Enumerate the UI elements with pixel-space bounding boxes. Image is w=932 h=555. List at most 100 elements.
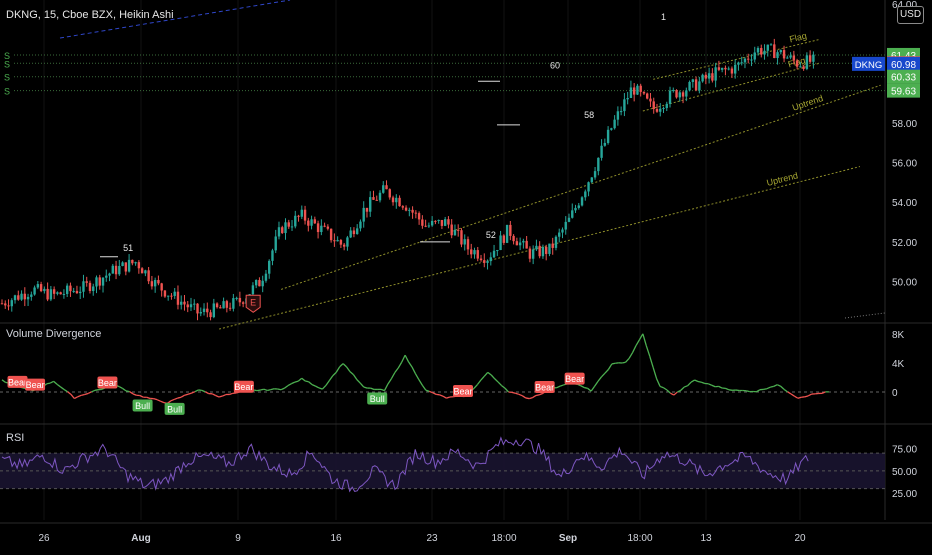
candle-body — [776, 52, 778, 58]
bear-signal-label: Bear — [453, 387, 472, 397]
candle-body — [659, 109, 661, 112]
bear-signal-label: Bear — [234, 382, 253, 392]
date-axis-tick: 9 — [235, 533, 241, 544]
candle-body — [314, 219, 316, 223]
volume-divergence-line — [708, 384, 711, 385]
candle-body — [532, 249, 534, 258]
candle-body — [30, 294, 32, 296]
candle-body — [209, 312, 211, 317]
candle-body — [454, 230, 456, 235]
bear-signal-label: Bear — [565, 374, 584, 384]
grid-layer — [0, 0, 932, 520]
candle-body — [741, 62, 743, 63]
candle-body — [672, 90, 674, 91]
candle-body — [59, 292, 61, 294]
candle-body — [261, 281, 263, 287]
candle-body — [418, 213, 420, 219]
volume-divergence-line — [515, 393, 518, 394]
candle-body — [679, 92, 681, 97]
candle-body — [275, 236, 277, 250]
volume-divergence-line — [322, 385, 325, 389]
candle-body — [307, 221, 309, 226]
candle-body — [542, 247, 544, 256]
candle-body — [102, 278, 104, 286]
candle-body — [470, 249, 472, 254]
volume-divergence-line — [657, 379, 660, 387]
volume-divergence-line — [598, 377, 601, 381]
volume-divergence-line — [684, 386, 687, 387]
candle-body — [424, 226, 426, 227]
candle-body — [183, 302, 185, 305]
candle-body — [278, 227, 280, 236]
candle-body — [431, 221, 433, 226]
volume-divergence-line — [85, 393, 88, 394]
candle-body — [37, 284, 39, 287]
candle-body — [457, 230, 459, 231]
candle-body — [33, 287, 35, 294]
candle-body — [379, 193, 381, 201]
candle-body — [600, 146, 602, 158]
volume-divergence-line — [498, 382, 501, 386]
candle-body — [398, 198, 400, 206]
candle-body — [359, 222, 361, 229]
candle-body — [131, 260, 133, 263]
candle-body — [50, 289, 52, 299]
volume-divergence-line — [54, 381, 57, 384]
candle-body — [675, 90, 677, 97]
candle-body — [711, 73, 713, 80]
candle-body — [340, 240, 342, 245]
volume-divergence-line — [595, 381, 598, 386]
volume-divergence-line — [626, 358, 629, 362]
candle-body — [757, 48, 759, 52]
volume-divergence-line — [409, 362, 412, 367]
candle-body — [548, 244, 550, 254]
volume-divergence-line — [405, 355, 408, 362]
candle-body — [187, 304, 189, 307]
candle-body — [477, 250, 479, 258]
candle-body — [382, 185, 384, 193]
candle-body — [349, 231, 351, 238]
candle-body — [701, 75, 703, 82]
volume-divergence-line — [650, 356, 653, 367]
volume-divergence-line — [763, 389, 766, 390]
support-level-label: S — [4, 59, 10, 69]
candle-body — [108, 274, 110, 276]
candle-body — [571, 210, 573, 217]
volume-divergence-line — [608, 364, 611, 370]
candle-body — [82, 281, 84, 292]
price-axis-tick: 56.00 — [892, 159, 917, 170]
candle-body — [310, 219, 312, 225]
candle-body — [160, 283, 162, 290]
rsi-axis-tick: 25.00 — [892, 489, 917, 500]
candle-body — [138, 262, 140, 268]
currency-button[interactable]: USD — [897, 6, 924, 24]
candle-body — [258, 280, 260, 286]
volume-divergence-title: Volume Divergence — [6, 328, 101, 340]
volume-divergence-line — [205, 392, 208, 394]
candle-body — [695, 79, 697, 90]
volume-divergence-line — [767, 387, 770, 389]
volume-divergence-line — [285, 386, 288, 389]
trendline-label: Uptrend — [766, 170, 800, 188]
volume-divergence-line — [88, 392, 91, 394]
volume-divergence-line — [178, 397, 181, 398]
volume-divergence-line — [119, 387, 122, 389]
volume-divergence-line — [126, 391, 129, 392]
candle-body — [809, 55, 811, 61]
ticker-tag-label: DKNG — [855, 60, 882, 71]
volume-divergence-line — [95, 390, 98, 391]
candle-body — [662, 108, 664, 109]
candle-body — [734, 65, 736, 74]
candle-body — [56, 292, 58, 294]
candle-body — [72, 291, 74, 292]
volume-divergence-line — [223, 395, 226, 397]
volume-divergence-line — [719, 386, 722, 388]
volume-divergence-line — [154, 399, 157, 400]
volume-divergence-line — [591, 386, 594, 391]
volume-divergence-line — [446, 397, 449, 398]
volume-divergence-line — [278, 389, 281, 390]
candle-body — [1, 303, 3, 304]
volume-divergence-line — [174, 398, 177, 399]
volume-divergence-line — [353, 375, 356, 380]
